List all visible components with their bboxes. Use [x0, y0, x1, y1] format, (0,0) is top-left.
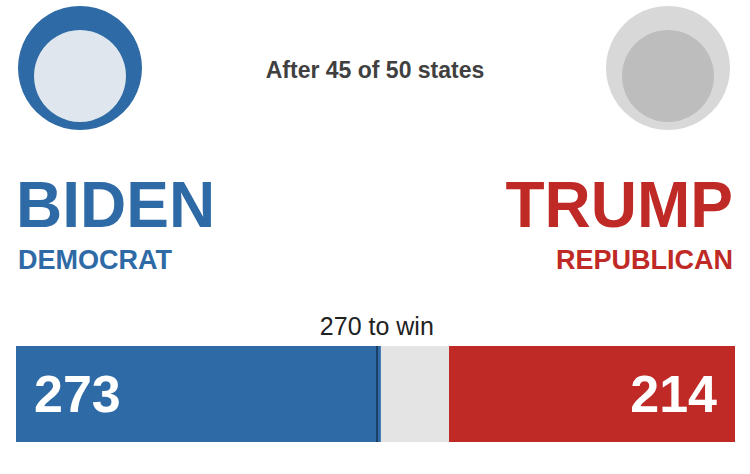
svg-text:214: 214	[630, 365, 717, 423]
svg-text:BIDEN: BIDEN	[16, 169, 215, 241]
svg-text:After 45 of 50 states: After 45 of 50 states	[266, 57, 485, 83]
svg-text:REPUBLICAN: REPUBLICAN	[556, 245, 733, 275]
svg-text:TRUMP: TRUMP	[505, 169, 733, 241]
svg-text:DEMOCRAT: DEMOCRAT	[18, 245, 172, 275]
svg-text:273: 273	[34, 365, 121, 423]
svg-text:270 to win: 270 to win	[320, 312, 434, 340]
